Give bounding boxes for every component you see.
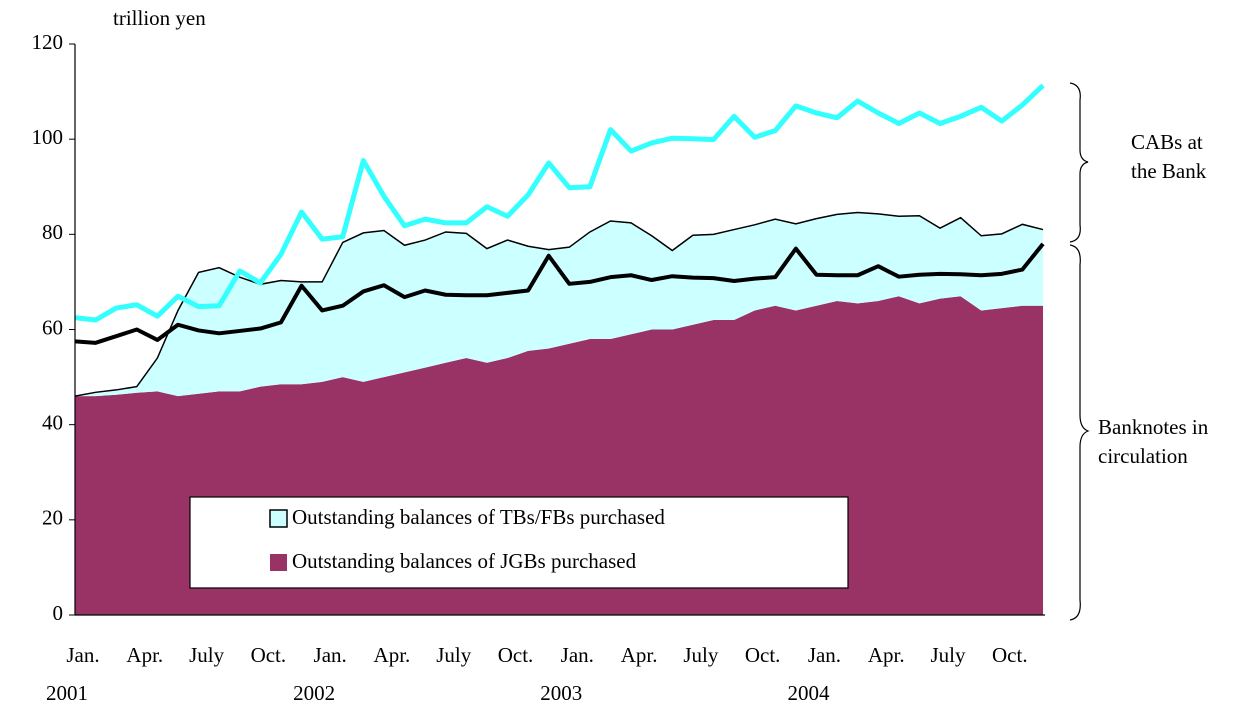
year-label: 2002	[293, 681, 335, 705]
brace-bottom	[1069, 244, 1090, 621]
year-label: 2004	[787, 681, 830, 705]
x-tick-label: Apr.	[868, 643, 905, 667]
x-tick-label: Oct.	[745, 643, 781, 667]
legend-box	[189, 496, 849, 589]
x-tick-label: July	[683, 643, 719, 667]
year-label: 2001	[46, 681, 88, 705]
x-tick-label: Apr.	[126, 643, 163, 667]
x-tick-label: Jan.	[561, 643, 594, 667]
line	[74, 242, 1045, 345]
x-tick-label: July	[436, 643, 472, 667]
y-tick-label: 60	[42, 315, 63, 339]
x-tick-label: July	[931, 643, 967, 667]
legend-swatch	[270, 554, 287, 571]
y-tick-label: 20	[42, 506, 63, 530]
y-tick-label: 0	[53, 601, 64, 625]
x-tick-label: Jan.	[66, 643, 99, 667]
x-tick-label: Jan.	[314, 643, 347, 667]
y-tick-label: 40	[42, 410, 63, 434]
legend-label: Outstanding balances of TBs/FBs purchase…	[292, 505, 665, 529]
y-tick-label: 80	[42, 220, 63, 244]
brace-top	[1069, 82, 1089, 243]
x-tick-label: Oct.	[251, 643, 287, 667]
annotation: Banknotes in circulation	[1098, 415, 1209, 468]
x-tick-label: Apr.	[374, 643, 411, 667]
x-tick-label: Jan.	[808, 643, 841, 667]
annotation: CABs at the Bank	[1131, 130, 1207, 183]
y-tick-label: 100	[32, 125, 64, 149]
x-tick-label: Oct.	[498, 643, 534, 667]
x-tick-label: July	[189, 643, 225, 667]
y-tick-label: 120	[32, 30, 64, 54]
line	[74, 83, 1045, 323]
x-tick-label: Apr.	[621, 643, 658, 667]
legend-label: Outstanding balances of JGBs purchased	[292, 549, 637, 573]
legend-swatch	[269, 509, 288, 528]
y-axis-label: trillion yen	[113, 6, 206, 30]
x-tick-label: Oct.	[992, 643, 1028, 667]
year-label: 2003	[540, 681, 582, 705]
